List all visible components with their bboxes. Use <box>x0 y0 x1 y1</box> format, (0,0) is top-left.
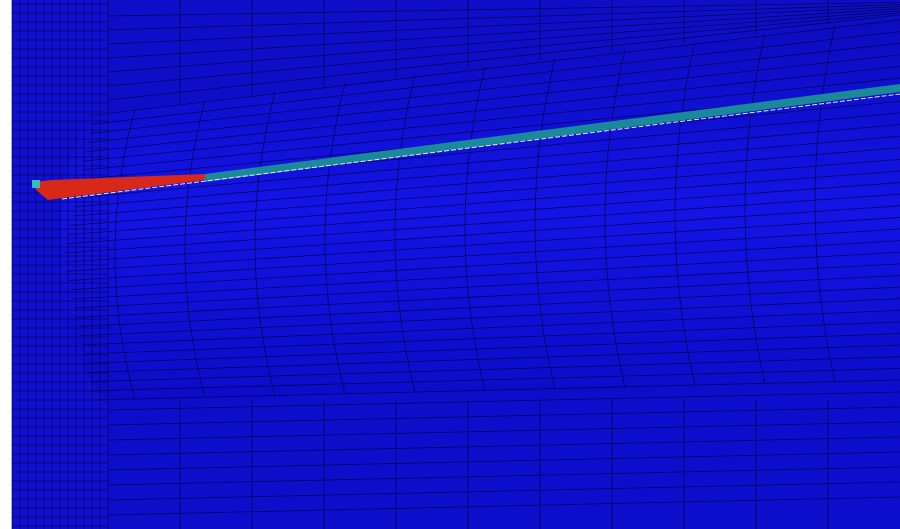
crack-tip <box>32 180 40 188</box>
fea-viewport <box>0 0 900 529</box>
page: (() => { const svg = document.getElement… <box>0 0 900 529</box>
